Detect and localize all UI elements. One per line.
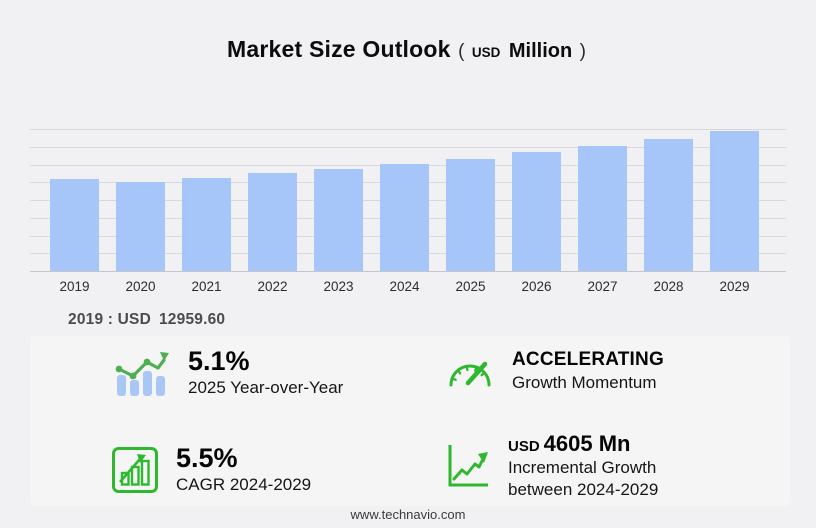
cagr-value: 5.5% (176, 443, 238, 473)
stat-growth-momentum: ACCELERATING Growth Momentum (445, 349, 664, 393)
incremental-currency: USD (508, 438, 540, 455)
bar-chart: 2019 2020 2021 2022 2023 2024 2025 2026 2027 2028… (30, 129, 786, 294)
incremental-amount: 4605 Mn (543, 431, 631, 456)
x-tick-2020: 2020 (125, 279, 156, 294)
x-tick-2023: 2023 (323, 279, 354, 294)
incremental-value: USD 4605 Mn (508, 432, 658, 456)
yoy-value: 5.1% (188, 346, 250, 376)
page-title: Market Size Outlook ( USD Million ) (0, 36, 816, 63)
title-paren-close: ) (579, 41, 586, 62)
bar-2028 (644, 138, 693, 271)
x-tick-2028: 2028 (653, 279, 684, 294)
bar-line-growth-icon (115, 351, 169, 396)
yoy-label: 2025 Year-over-Year (188, 378, 344, 398)
title-unit-usd: USD (471, 45, 501, 60)
x-tick-2019: 2019 (59, 279, 90, 294)
gridline (30, 129, 786, 130)
bar-2019 (50, 178, 99, 271)
bar-2025 (446, 158, 495, 271)
boxed-bars-arrow-icon (112, 446, 158, 493)
stat-incremental-growth: USD 4605 Mn Incremental Growth between 20… (445, 432, 658, 501)
bar-2027 (578, 145, 627, 271)
cagr-label: CAGR 2024-2029 (176, 475, 312, 495)
bar-2023 (314, 168, 363, 271)
title-main: Market Size Outlook (227, 36, 451, 62)
callout-label: 2019 : USD (68, 311, 151, 328)
x-tick-2027: 2027 (587, 279, 618, 294)
x-tick-2021: 2021 (191, 279, 222, 294)
stat-cagr: 5.5% CAGR 2024-2029 (111, 443, 312, 496)
title-unit-million: Million (508, 40, 573, 62)
bar-2020 (116, 182, 165, 271)
website-link[interactable]: www.technavio.com (350, 507, 466, 522)
incremental-label-1: Incremental Growth (508, 457, 657, 477)
x-axis-line (30, 271, 786, 272)
x-tick-2022: 2022 (257, 279, 288, 294)
highlight-2019-value: 2019 : USD 12959.60 (68, 311, 225, 329)
incremental-label-2: between 2024-2029 (508, 480, 659, 500)
momentum-label: Growth Momentum (512, 372, 657, 392)
x-tick-2024: 2024 (389, 279, 420, 294)
momentum-value: ACCELERATING (512, 349, 664, 370)
stat-yoy-growth: 5.1% 2025 Year-over-Year (111, 346, 344, 399)
bar-2024 (380, 164, 429, 271)
bar-2029 (710, 131, 759, 271)
x-tick-2029: 2029 (719, 279, 750, 294)
gridline (30, 146, 786, 148)
bar-2026 (512, 152, 561, 271)
x-tick-2025: 2025 (455, 279, 486, 294)
callout-value: 12959.60 (158, 311, 226, 328)
bar-2021 (182, 178, 231, 271)
gauge-icon (449, 362, 491, 387)
bar-2022 (248, 172, 297, 271)
axes-trend-arrow-icon (448, 445, 488, 487)
x-tick-2026: 2026 (521, 279, 552, 294)
title-paren-open: ( (458, 41, 465, 62)
